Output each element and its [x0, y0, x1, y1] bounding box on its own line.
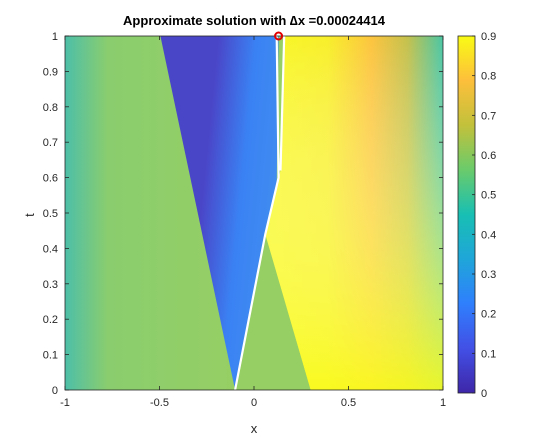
colorbar-tick-label: 0.3: [481, 269, 496, 281]
region-bottom-wedge: [235, 234, 311, 390]
colorbar-tick-label: 0.4: [481, 229, 496, 241]
chart-title: Approximate solution with ∆x =0.00024414: [123, 13, 386, 28]
y-tick-label: 0.5: [43, 208, 58, 220]
colorbar-tick-label: 0.5: [481, 190, 496, 202]
shock-curves: [234, 36, 286, 390]
x-tick-label: 0.5: [341, 397, 356, 409]
colorbar-tick-label: 0.9: [481, 31, 496, 43]
y-tick-label: 0.9: [43, 66, 58, 78]
colorbar-tick-label: 0.6: [481, 150, 496, 162]
x-tick-label: -0.5: [150, 397, 169, 409]
x-tick-label: 1: [440, 397, 446, 409]
y-tick-label: 0.7: [43, 137, 58, 149]
colorbar-tick-label: 0: [481, 388, 487, 400]
x-tick-label: -1: [60, 397, 70, 409]
y-tick-label: 0.6: [43, 173, 58, 185]
y-axis-label: t: [22, 213, 37, 217]
colorbar-tick-label: 0.1: [481, 348, 496, 360]
y-tick-label: 0.4: [43, 243, 58, 255]
y-tick-label: 0.1: [43, 350, 58, 362]
colorbar-tick-label: 0.8: [481, 71, 496, 83]
marker-layer: [274, 31, 284, 41]
y-tick-label: 0.2: [43, 314, 58, 326]
x-axis: -1 -0.5 0 0.5 1: [60, 36, 446, 409]
colorbar: 0 0.1 0.2 0.3 0.4 0.5 0.6 0.7 0.8 0.9: [457, 31, 496, 400]
shock-curve-2: [279, 36, 286, 171]
region-right-state-shading: [265, 36, 443, 390]
plot-area: [65, 36, 443, 390]
y-tick-label: 0.8: [43, 102, 58, 114]
x-axis-label: x: [251, 421, 258, 436]
colorbar-ticks: 0 0.1 0.2 0.3 0.4 0.5 0.6 0.7 0.8 0.9: [472, 31, 496, 400]
region-middle-state: [160, 36, 279, 390]
colorbar-tick-label: 0.2: [481, 309, 496, 321]
x-tick-label: 0: [251, 397, 257, 409]
colorbar-tick-label: 0.7: [481, 110, 496, 122]
marker-point: [274, 31, 284, 41]
regions: [65, 36, 443, 390]
colorbar-gradient: [457, 35, 476, 394]
shock-curve-1: [234, 36, 280, 390]
region-left-state: [65, 36, 236, 390]
y-tick-label: 0: [52, 385, 58, 397]
y-tick-label: 1: [52, 31, 58, 43]
y-tick-label: 0.3: [43, 279, 58, 291]
y-axis: 0 0.1 0.2 0.3 0.4 0.5 0.6 0.7 0.8 0.9 1: [43, 31, 443, 397]
